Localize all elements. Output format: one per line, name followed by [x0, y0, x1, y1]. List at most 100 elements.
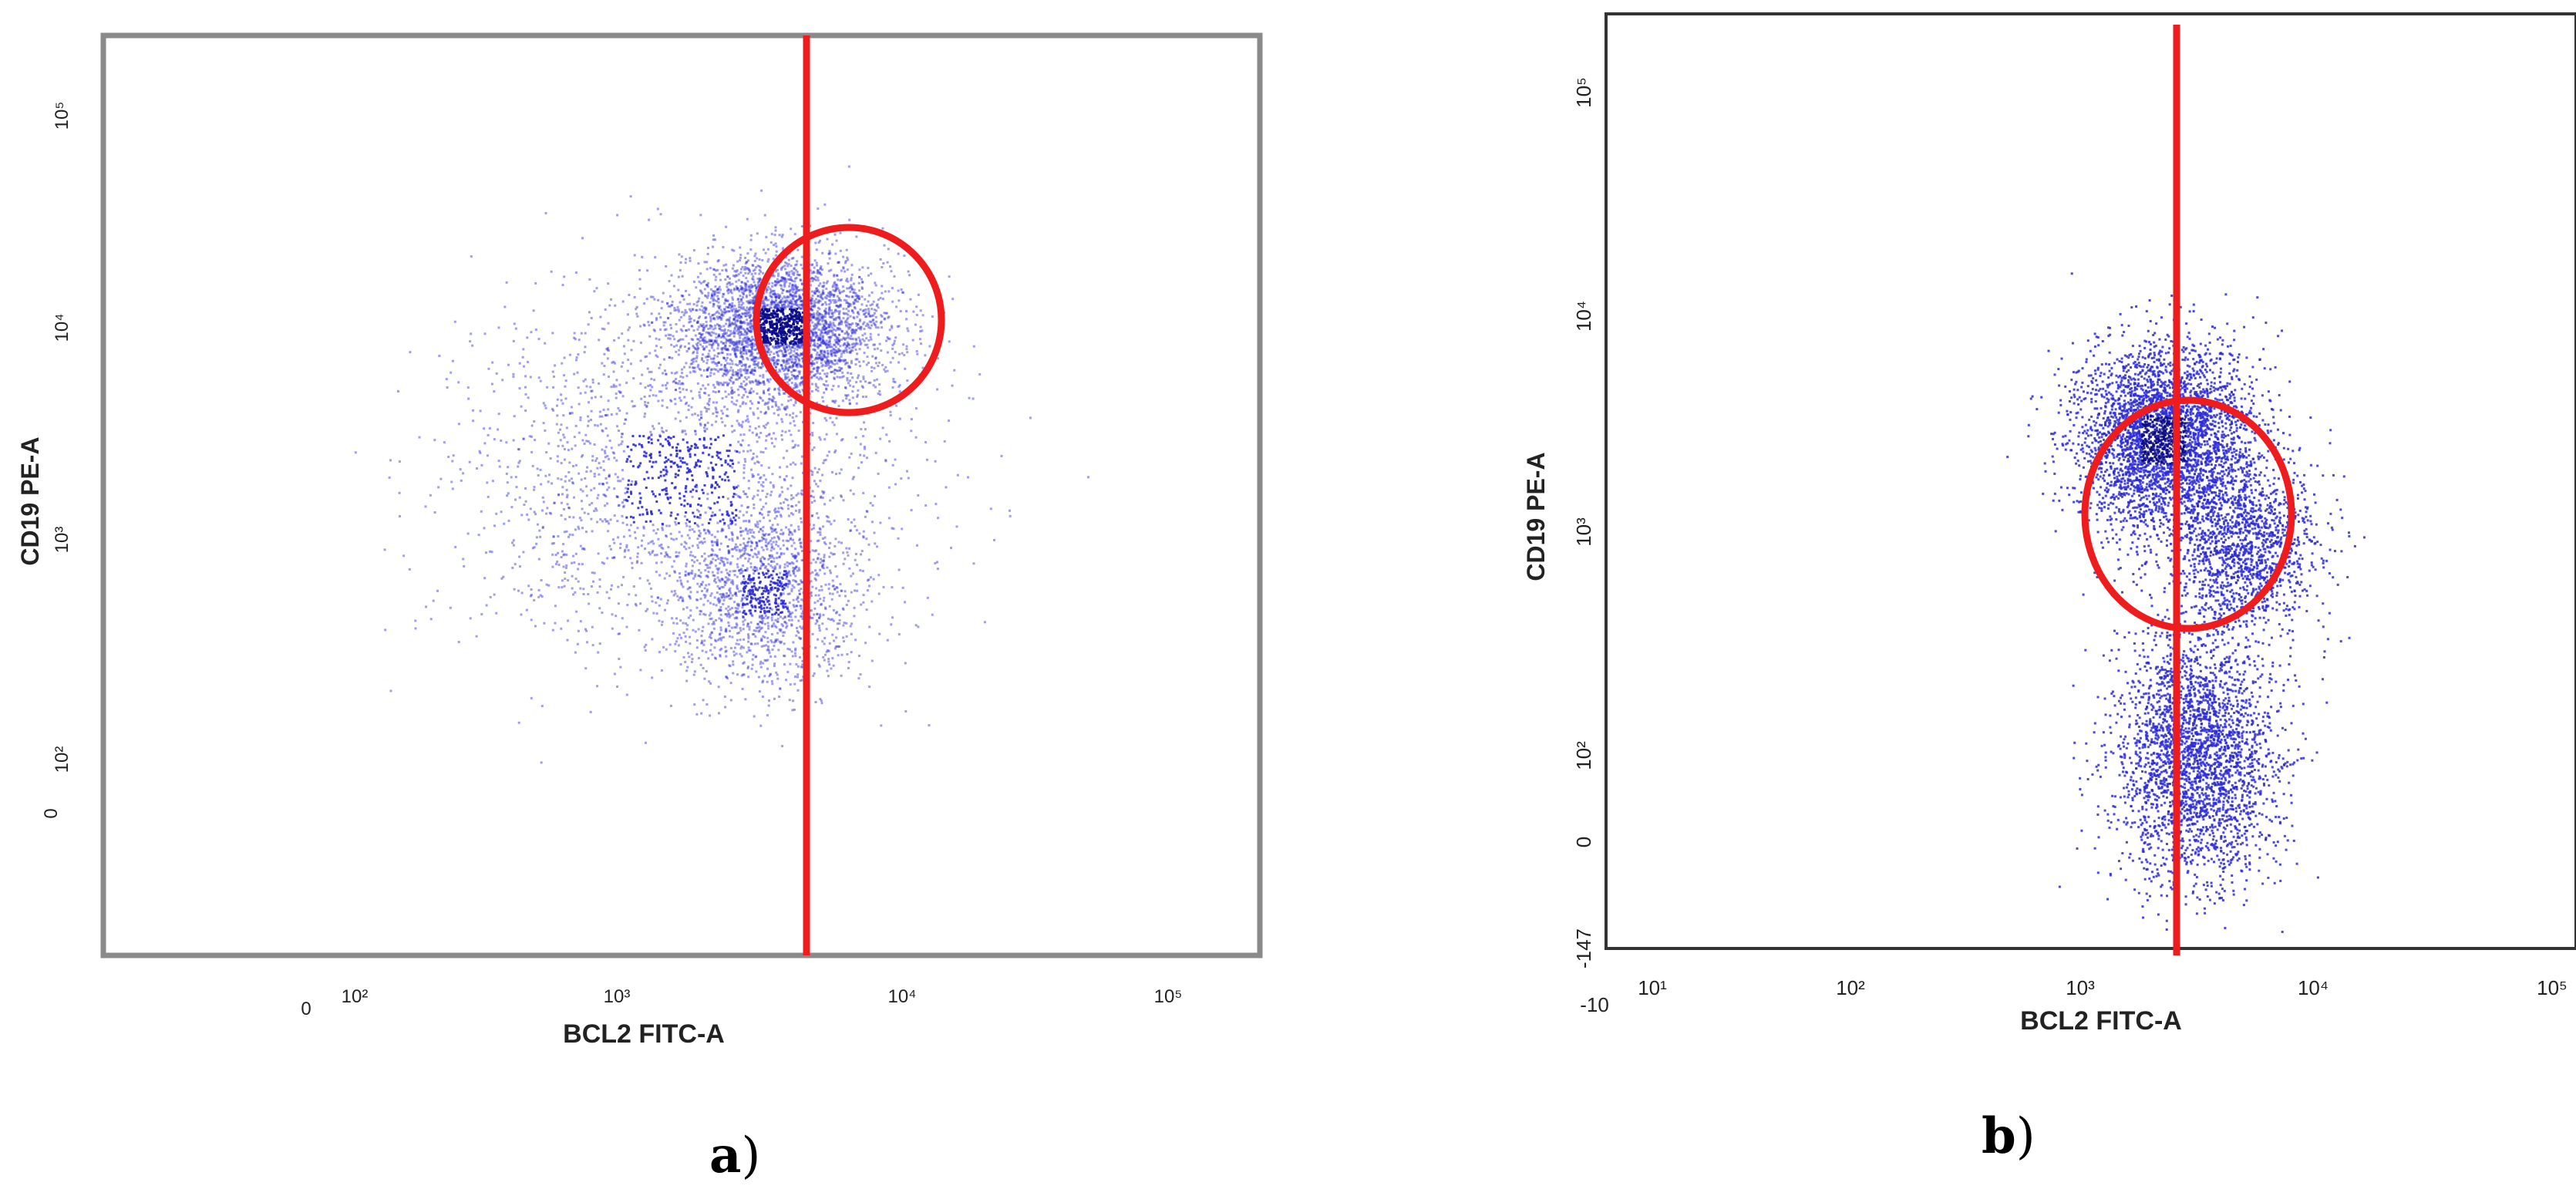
scatter-point — [763, 549, 765, 551]
scatter-point — [844, 622, 846, 624]
scatter-point — [640, 342, 642, 344]
scatter-point — [710, 288, 712, 291]
scatter-point — [838, 614, 840, 616]
scatter-point — [751, 336, 753, 339]
scatter-point — [750, 388, 753, 390]
scatter-point — [718, 307, 720, 309]
scatter-point — [817, 352, 819, 354]
scatter-point — [824, 315, 827, 318]
scatter-point — [685, 312, 688, 314]
scatter-point — [826, 670, 828, 672]
scatter-point — [702, 281, 705, 283]
scatter-point — [749, 400, 752, 403]
scatter-point — [779, 328, 781, 330]
scatter-point — [900, 310, 902, 312]
scatter-point — [840, 250, 842, 252]
scatter-point — [823, 281, 825, 284]
scatter-point — [834, 253, 837, 255]
scatter-point — [814, 647, 817, 649]
scatter-point — [797, 632, 800, 634]
scatter-point — [776, 354, 779, 356]
scatter-point — [759, 271, 762, 273]
scatter-point — [897, 290, 900, 292]
scatter-point — [752, 589, 754, 591]
scatter-point — [699, 272, 702, 275]
scatter-point — [877, 574, 880, 576]
scatter-point — [702, 542, 704, 544]
scatter-point — [685, 375, 688, 377]
scatter-point — [874, 367, 876, 369]
scatter-point — [863, 378, 865, 380]
scatter-point — [810, 284, 812, 286]
scatter-point — [864, 642, 867, 644]
scatter-point — [713, 349, 716, 352]
scatter-point — [741, 291, 743, 294]
scatter-point — [936, 389, 938, 391]
scatter-point — [685, 680, 688, 682]
scatter-point — [763, 574, 765, 576]
scatter-point — [846, 604, 848, 606]
scatter-point — [839, 345, 841, 347]
scatter-point — [823, 372, 826, 375]
scatter-point — [833, 400, 835, 403]
scatter-point — [817, 638, 819, 641]
scatter-point — [848, 219, 850, 221]
scatter-point — [729, 616, 731, 618]
scatter-point — [774, 313, 776, 315]
scatter-point — [708, 400, 710, 403]
scatter-point — [833, 545, 836, 547]
scatter-point — [783, 544, 785, 547]
scatter-point — [767, 543, 769, 545]
scatter-point — [700, 664, 702, 666]
scatter-point — [671, 591, 673, 593]
scatter-point — [748, 308, 750, 311]
scatter-point — [818, 553, 820, 555]
scatter-point — [847, 317, 849, 319]
scatter-point — [789, 663, 791, 665]
scatter-point — [837, 386, 840, 388]
scatter-point — [716, 355, 719, 358]
scatter-point — [742, 564, 744, 567]
scatter-point — [847, 382, 850, 384]
scatter-point — [854, 307, 857, 309]
scatter-point — [786, 338, 788, 340]
scatter-point — [771, 357, 773, 359]
scatter-point — [843, 268, 845, 270]
scatter-point — [796, 264, 798, 266]
scatter-point — [765, 252, 767, 254]
scatter-point — [700, 635, 702, 637]
scatter-point — [829, 343, 831, 345]
scatter-point — [832, 286, 834, 288]
scatter-point — [701, 305, 703, 308]
scatter-point — [904, 368, 906, 370]
scatter-point — [749, 323, 751, 325]
scatter-point — [414, 620, 416, 622]
scatter-point — [682, 586, 685, 588]
scatter-point — [861, 266, 864, 268]
scatter-point — [681, 311, 683, 313]
scatter-point — [762, 490, 764, 492]
scatter-point — [786, 273, 788, 275]
scatter-point — [820, 331, 823, 333]
scatter-point — [693, 249, 695, 251]
scatter-point — [752, 598, 754, 600]
scatter-point — [775, 600, 777, 602]
scatter-point — [831, 389, 833, 391]
scatter-point — [776, 674, 779, 676]
scatter-point — [817, 367, 820, 369]
scatter-point — [745, 268, 747, 271]
scatter-point — [797, 317, 800, 319]
scatter-point — [830, 309, 833, 312]
scatter-point — [678, 354, 680, 356]
scatter-point — [677, 289, 679, 291]
scatter-point — [829, 295, 831, 298]
scatter-point — [792, 366, 794, 368]
scatter-point — [786, 648, 789, 650]
scatter-point — [754, 610, 756, 612]
scatter-point — [826, 346, 828, 349]
scatter-point — [884, 318, 886, 320]
scatter-point — [786, 333, 788, 335]
scatter-point — [716, 323, 719, 325]
scatter-point — [705, 316, 707, 318]
scatter-point — [715, 640, 717, 642]
